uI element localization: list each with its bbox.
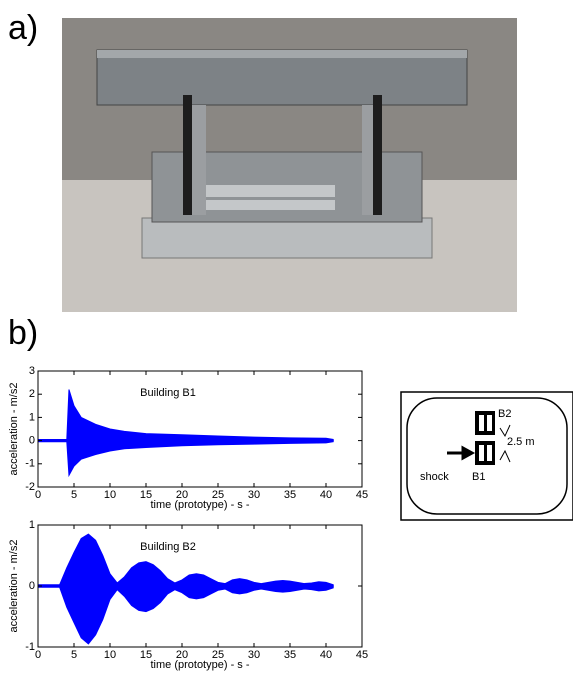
y-tick-label: 2 [29,388,35,400]
x-tick-label: 15 [140,649,152,661]
x-tick-label: 40 [320,489,332,501]
x-tick-label: 30 [248,489,260,501]
x-tick-label: 45 [356,649,368,661]
x-tick-label: 10 [104,489,116,501]
x-tick-label: 35 [284,489,296,501]
signal-area [37,389,334,442]
y-tick-label: -2 [25,481,35,493]
panel-label: b) [8,314,38,352]
signal-area [37,585,334,645]
x-tick-label: 0 [35,489,41,501]
chart-title: Building B1 [140,387,196,399]
x-tick-label: 45 [356,489,368,501]
y-tick-label: -1 [25,458,35,470]
x-tick-label: 20 [176,649,188,661]
x-tick-label: 30 [248,649,260,661]
y-tick-label: 1 [29,411,35,423]
x-axis-label: time (prototype) - s - [150,659,249,671]
plot-frame [37,370,363,488]
diagram-label: B2 [498,408,511,420]
y-tick-label: 1 [29,519,35,531]
y-axis-label: acceleration - m/s2 [8,383,20,476]
photo [62,18,517,312]
diagram-label: 2.5 m [507,436,535,448]
y-axis-label: acceleration - m/s2 [8,540,20,633]
panel-label: a) [8,9,38,47]
x-tick-label: 40 [320,649,332,661]
x-tick-label: 0 [35,649,41,661]
diagram-label: shock [420,471,449,483]
signal-area [37,533,334,587]
x-tick-label: 5 [71,489,77,501]
y-tick-label: 3 [29,365,35,377]
diagram-label: B1 [472,471,485,483]
x-tick-label: 15 [140,489,152,501]
y-tick-label: -1 [25,641,35,653]
x-axis-label: time (prototype) - s - [150,499,249,511]
diagram: B2 2.5 m shock B1 [400,391,573,521]
x-tick-label: 25 [212,649,224,661]
chart-title: Building B2 [140,541,196,553]
y-tick-label: 0 [29,580,35,592]
x-tick-label: 35 [284,649,296,661]
x-tick-label: 5 [71,649,77,661]
x-tick-label: 10 [104,649,116,661]
signal-area [37,440,334,478]
y-tick-label: 0 [29,435,35,447]
x-tick-label: 20 [176,489,188,501]
x-tick-label: 25 [212,489,224,501]
